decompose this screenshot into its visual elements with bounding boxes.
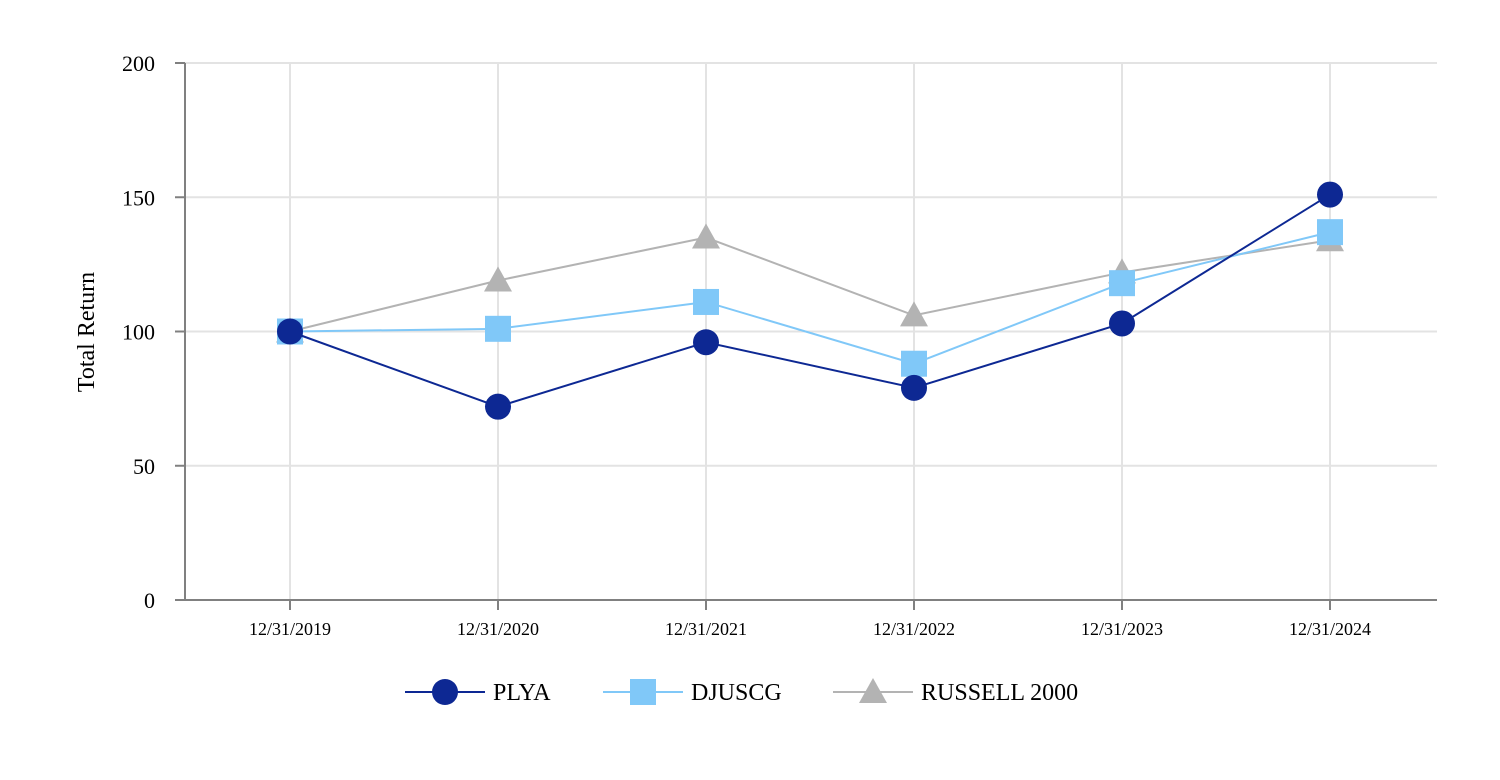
point-djuscg [901, 350, 927, 377]
y-axis-label: Total Return [74, 272, 100, 392]
y-tick-label: 150 [122, 185, 155, 210]
point-djuscg [1317, 219, 1343, 246]
series-russell-2000 [276, 223, 1344, 343]
point-plya [277, 318, 303, 345]
x-tick-labels: 12/31/2019 12/31/2020 12/31/2021 12/31/2022… [249, 600, 1371, 639]
x-tick-label: 12/31/2023 [1081, 619, 1163, 639]
legend-marker-russell-2000 [859, 678, 887, 703]
point-djuscg [1109, 270, 1135, 297]
legend-label: DJUSCG [691, 680, 782, 706]
point-plya [693, 329, 719, 356]
point-plya [901, 374, 927, 401]
point-djuscg [485, 315, 511, 342]
line-djuscg [289, 231, 1331, 365]
x-tick-label: 12/31/2019 [249, 619, 331, 639]
legend-label: PLYA [493, 680, 551, 706]
grid-lines [185, 62, 1437, 600]
legend-marker-djuscg [630, 679, 656, 705]
point-russell-2000 [900, 301, 928, 327]
point-plya [485, 393, 511, 420]
legend-label: RUSSELL 2000 [921, 680, 1078, 706]
series-djuscg [277, 219, 1343, 377]
point-plya [1109, 310, 1135, 337]
point-djuscg [693, 288, 719, 315]
point-russell-2000 [692, 223, 720, 249]
legend-item-djuscg: DJUSCG [603, 679, 782, 706]
y-tick-label: 0 [144, 588, 155, 613]
legend-item-russell-2000: RUSSELL 2000 [833, 678, 1078, 706]
series-plya [277, 181, 1343, 420]
y-tick-label: 50 [133, 454, 155, 479]
x-tick-label: 12/31/2022 [873, 619, 955, 639]
y-tick-label: 200 [122, 51, 155, 76]
x-tick-label: 12/31/2020 [457, 619, 539, 639]
legend: PLYA DJUSCG RUSSELL 2000 [405, 678, 1078, 706]
x-tick-label: 12/31/2024 [1289, 619, 1371, 639]
legend-item-plya: PLYA [405, 679, 551, 706]
point-plya [1317, 181, 1343, 208]
y-tick-label: 100 [122, 320, 155, 345]
x-tick-label: 12/31/2021 [665, 619, 747, 639]
line-russell-2000 [289, 236, 1331, 333]
line-plya [289, 193, 1331, 408]
series-group [276, 181, 1344, 420]
y-tick-labels: 0 50 100 150 200 [122, 51, 185, 613]
legend-marker-plya [432, 679, 458, 705]
point-russell-2000 [484, 266, 512, 292]
